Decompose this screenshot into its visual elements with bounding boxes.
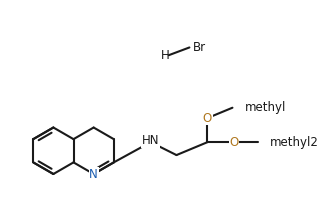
Text: HN: HN bbox=[142, 134, 159, 147]
Text: O: O bbox=[203, 112, 212, 125]
Text: N: N bbox=[89, 167, 98, 180]
Text: H: H bbox=[161, 49, 170, 62]
Text: methyl2: methyl2 bbox=[269, 136, 318, 149]
Text: Br: Br bbox=[193, 41, 206, 54]
Text: O: O bbox=[230, 136, 239, 149]
Text: methyl: methyl bbox=[245, 101, 287, 114]
